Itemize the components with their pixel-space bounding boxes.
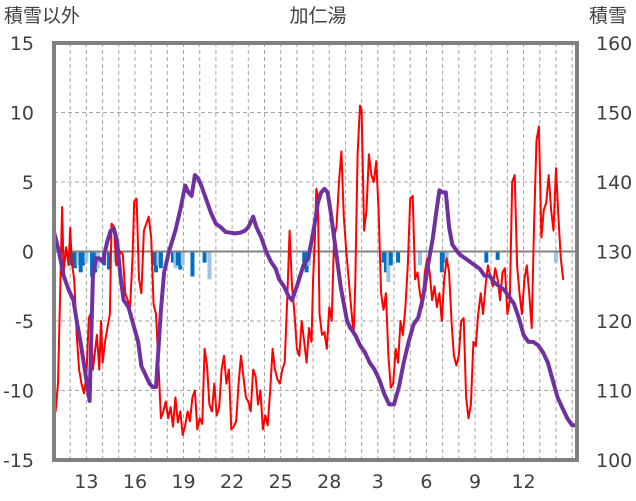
bar (381, 251, 386, 263)
series-red-line (53, 104, 565, 436)
bar (90, 251, 95, 277)
x-tick-label: 9 (469, 471, 481, 493)
bar (78, 251, 83, 273)
line-series (52, 104, 579, 436)
bar (151, 251, 156, 266)
bar (442, 251, 447, 263)
bar (202, 251, 207, 263)
y-left-tick-label: 5 (22, 172, 34, 194)
left-y-axis: 15 10 5 0 -5 -10 -15 (3, 33, 34, 472)
bar (484, 251, 489, 263)
y-left-tick-label: -10 (3, 381, 34, 403)
bar (495, 251, 500, 260)
bar (207, 251, 212, 280)
x-tick-label: 22 (220, 471, 244, 493)
y-right-tick-label: 150 (596, 103, 632, 125)
x-tick-label: 12 (511, 471, 535, 493)
bar (180, 251, 185, 266)
grid (53, 43, 577, 460)
right-axis-label: 積雪 (589, 5, 627, 27)
x-tick-label: 16 (123, 471, 147, 493)
y-right-tick-label: 130 (596, 242, 632, 264)
bar (190, 251, 195, 277)
bar (154, 251, 159, 273)
y-left-tick-label: -15 (3, 450, 34, 472)
y-right-tick-label: 120 (596, 311, 632, 333)
bar (81, 251, 86, 266)
y-left-tick-label: 0 (22, 242, 34, 264)
y-right-tick-label: 140 (596, 172, 632, 194)
bar (383, 251, 388, 273)
y-right-tick-label: 160 (596, 33, 632, 55)
bar (107, 251, 112, 270)
plot-frame (52, 41, 579, 462)
bar (173, 251, 178, 269)
bar (158, 251, 163, 269)
bar (156, 251, 161, 266)
bar (175, 251, 180, 266)
y-right-tick-label: 110 (596, 381, 632, 403)
x-axis: 13 16 19 22 25 28 3 6 9 12 (74, 471, 535, 493)
bar (73, 251, 78, 269)
x-tick-label: 28 (317, 471, 341, 493)
bar (439, 251, 444, 273)
x-tick-label: 3 (372, 471, 384, 493)
bar (388, 251, 393, 266)
bar (171, 251, 176, 263)
x-tick-label: 19 (171, 471, 195, 493)
x-tick-label: 13 (74, 471, 98, 493)
series-purple-line (52, 173, 579, 428)
y-left-tick-label: 15 (10, 33, 34, 55)
bar (553, 251, 558, 263)
chart-title: 加仁湯 (289, 5, 346, 27)
x-tick-label: 6 (420, 471, 432, 493)
right-y-axis: 160 150 140 130 120 110 100 (596, 33, 632, 472)
bar (178, 251, 183, 270)
x-tick-label: 25 (269, 471, 293, 493)
bar (386, 251, 391, 283)
bar (302, 251, 307, 263)
y-left-tick-label: 10 (10, 103, 34, 125)
left-axis-label: 積雪以外 (4, 5, 80, 27)
bar (84, 251, 89, 263)
y-left-tick-label: -5 (15, 311, 34, 333)
y-right-tick-label: 100 (596, 450, 632, 472)
bar (417, 251, 422, 266)
bar (76, 251, 81, 266)
bar (396, 251, 401, 263)
